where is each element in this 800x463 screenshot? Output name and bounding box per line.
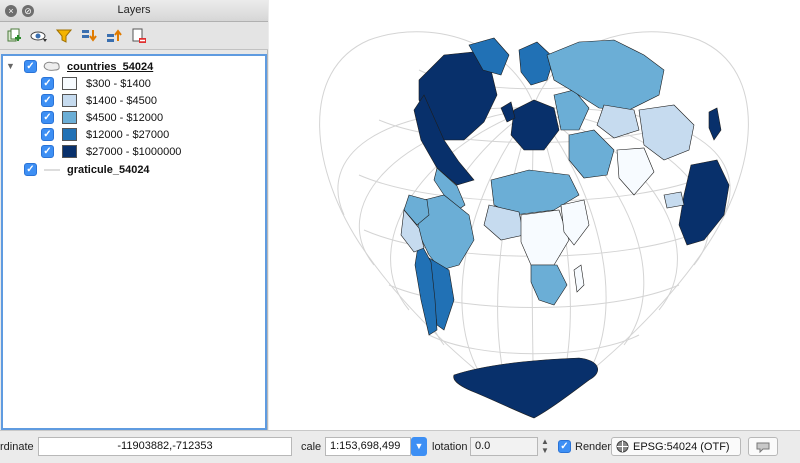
collapse-all-button[interactable] <box>104 26 124 46</box>
legend-class-row[interactable]: ✓ $1400 - $4500 <box>41 92 157 109</box>
country-usa <box>413 94 475 186</box>
render-label: Render <box>575 441 612 453</box>
class-visibility-checkbox[interactable]: ✓ <box>41 128 54 141</box>
layer-name: graticule_54024 <box>67 163 150 176</box>
class-visibility-checkbox[interactable]: ✓ <box>41 111 54 124</box>
country-russia <box>546 39 665 111</box>
rotation-label: lotation <box>432 441 468 453</box>
speech-bubble-icon <box>756 442 770 453</box>
filter-legend-icon <box>56 29 72 43</box>
legend-class-row[interactable]: ✓ $12000 - $27000 <box>41 126 169 143</box>
legend-class-label: $12000 - $27000 <box>86 128 170 141</box>
layer-row-graticule[interactable]: ✓ graticule_54024 <box>24 161 150 178</box>
coordinate-label: rdinate <box>0 441 34 453</box>
panel-titlebar: × ⊘ Layers <box>0 0 268 22</box>
country-antarctica <box>453 357 598 419</box>
add-group-icon <box>7 28 21 42</box>
legend-class-label: $27000 - $1000000 <box>86 145 182 158</box>
remove-layer-button[interactable] <box>129 26 149 46</box>
rotation-spin-icon[interactable]: ▲ ▼ <box>541 437 549 455</box>
crs-globe-icon <box>616 440 629 453</box>
country-east-africa <box>560 199 590 246</box>
layer-row-countries[interactable]: ✓ countries_54024 <box>24 58 153 75</box>
expand-all-button[interactable] <box>79 26 99 46</box>
line-layer-icon <box>44 169 60 171</box>
legend-swatch <box>62 145 77 158</box>
countries-layer <box>400 37 730 419</box>
country-uk <box>500 101 516 123</box>
class-visibility-checkbox[interactable]: ✓ <box>41 77 54 90</box>
scale-label: cale <box>301 441 322 453</box>
float-panel-button[interactable]: ⊘ <box>22 5 34 17</box>
polygon-layer-icon <box>43 61 60 71</box>
world-map <box>319 31 749 419</box>
country-peru <box>400 209 425 253</box>
scale-combobox[interactable]: 1:153,698,499 <box>325 437 411 456</box>
country-colombia <box>403 194 430 226</box>
legend-class-row[interactable]: ✓ $4500 - $12000 <box>41 109 163 126</box>
legend-class-label: $1400 - $4500 <box>86 94 157 107</box>
panel-title: Layers <box>117 4 151 16</box>
legend-class-label: $300 - $1400 <box>86 77 151 90</box>
layers-toolbar <box>0 22 268 50</box>
remove-layer-icon <box>132 28 146 43</box>
layers-panel: × ⊘ Layers <box>0 0 268 430</box>
country-western-europe <box>510 99 560 151</box>
filter-legend-button[interactable] <box>54 26 74 46</box>
rotation-field[interactable]: 0.0 <box>470 437 538 456</box>
layer-name: countries_54024 <box>67 60 154 73</box>
collapse-all-icon <box>107 29 122 42</box>
add-group-button[interactable] <box>4 26 24 46</box>
country-indonesia <box>663 191 685 209</box>
layer-visibility-checkbox[interactable]: ✓ <box>24 60 37 73</box>
country-chile <box>414 239 438 336</box>
legend-class-row[interactable]: ✓ $27000 - $1000000 <box>41 143 181 160</box>
legend-swatch <box>62 77 77 90</box>
country-australia <box>678 159 730 246</box>
legend-swatch <box>62 94 77 107</box>
legend-class-label: $4500 - $12000 <box>86 111 164 124</box>
status-bar: rdinate -11903882,-712353 cale 1:153,698… <box>0 430 800 463</box>
country-greenland <box>468 37 510 76</box>
country-scandinavia <box>518 41 555 86</box>
layer-tree: ▼ ✓ countries_54024 ✓ $300 - $1400 ✓ $14… <box>1 54 267 430</box>
country-southern-africa <box>530 264 568 306</box>
crs-label: EPSG:54024 (OTF) <box>633 440 730 453</box>
collapse-arrow-icon[interactable]: ▼ <box>6 61 15 71</box>
country-china <box>638 104 695 161</box>
legend-swatch <box>62 111 77 124</box>
messages-button[interactable] <box>748 437 778 456</box>
country-west-africa <box>483 204 525 241</box>
country-kazakhstan <box>596 104 640 139</box>
layer-visibility-checkbox[interactable]: ✓ <box>24 163 37 176</box>
scale-dropdown-button[interactable]: ▼ <box>411 437 427 456</box>
render-checkbox[interactable]: ✓ <box>558 440 571 453</box>
country-eastern-europe <box>553 89 590 131</box>
class-visibility-checkbox[interactable]: ✓ <box>41 145 54 158</box>
visibility-eye-icon <box>30 31 47 42</box>
map-canvas[interactable] <box>269 0 800 430</box>
legend-swatch <box>62 128 77 141</box>
legend-class-row[interactable]: ✓ $300 - $1400 <box>41 75 151 92</box>
coordinate-field[interactable]: -11903882,-712353 <box>38 437 292 456</box>
crs-button[interactable]: EPSG:54024 (OTF) <box>611 437 741 456</box>
country-japan <box>708 107 722 141</box>
country-central-africa <box>520 209 570 266</box>
class-visibility-checkbox[interactable]: ✓ <box>41 94 54 107</box>
manage-visibility-button[interactable] <box>29 26 49 46</box>
expand-all-icon <box>82 30 97 42</box>
country-middle-east <box>568 129 615 179</box>
country-madagascar <box>573 264 585 293</box>
country-india <box>616 147 655 196</box>
close-panel-button[interactable]: × <box>5 5 17 17</box>
